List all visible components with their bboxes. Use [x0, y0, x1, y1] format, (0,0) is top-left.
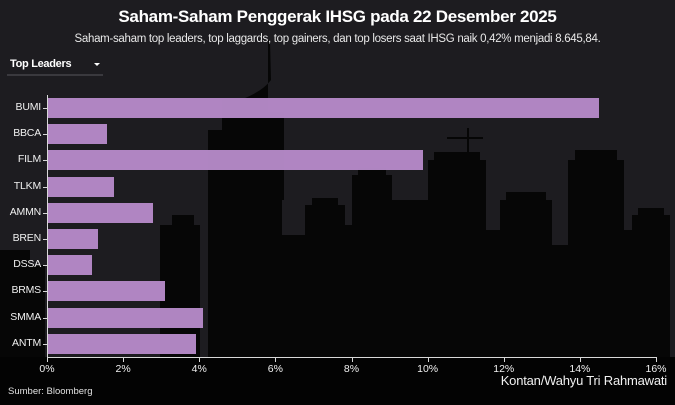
y-tick	[43, 212, 47, 214]
x-tick	[503, 358, 505, 362]
source-note: Sumber: Bloomberg	[8, 386, 93, 397]
bar-bbca[interactable]	[48, 124, 107, 145]
author-credit: Kontan/Wahyu Tri Rahmawati	[500, 373, 667, 388]
x-tick-label: 10%	[417, 363, 439, 375]
chart-subtitle: Saham-saham top leaders, top laggards, t…	[74, 33, 601, 45]
y-tick-label: DSSA	[13, 258, 41, 271]
y-tick-label: FILM	[17, 153, 41, 166]
category-dropdown[interactable]: Top Leaders	[7, 56, 103, 76]
dropdown-selected-label: Top Leaders	[10, 58, 72, 70]
y-tick	[43, 108, 47, 109]
y-tick-label: AMMN	[9, 205, 41, 218]
y-tick	[43, 160, 47, 162]
bar-chart-plot: BUMI BBCA FILM TLKM AMMN BREN DSSA BRMS SMMA ANTM…	[10, 95, 667, 375]
x-tick	[656, 358, 657, 362]
bar-film[interactable]	[48, 150, 424, 171]
x-tick	[47, 358, 48, 362]
bar-tlkm[interactable]	[48, 176, 114, 197]
y-tick	[43, 186, 47, 188]
x-tick	[123, 358, 125, 362]
x-axis	[47, 357, 657, 358]
x-tick-label: 8%	[343, 363, 360, 375]
bar-bren[interactable]	[48, 229, 98, 249]
y-tick-label: BBCA	[13, 127, 41, 140]
x-tick	[579, 358, 581, 362]
x-tick	[351, 358, 353, 362]
x-tick-label: 2%	[115, 363, 131, 375]
x-tick	[275, 358, 277, 362]
x-tick-label: 0%	[39, 363, 55, 375]
y-axis	[47, 95, 48, 357]
bar-dssa[interactable]	[48, 255, 92, 276]
x-tick	[427, 358, 429, 362]
y-tick	[43, 343, 47, 345]
y-tick-label: BREN	[12, 232, 42, 244]
y-tick	[43, 265, 47, 267]
bar-antm[interactable]	[48, 333, 196, 354]
x-tick-label: 6%	[267, 363, 283, 375]
bar-ammn[interactable]	[48, 202, 153, 223]
y-tick-label: ANTM	[12, 336, 41, 349]
y-tick	[43, 291, 47, 293]
y-tick	[43, 134, 47, 136]
y-tick-label: SMMA	[10, 310, 41, 323]
bar-bumi[interactable]	[48, 98, 599, 118]
x-tick-label: 12%	[493, 363, 515, 375]
bar-brms[interactable]	[48, 281, 165, 302]
y-tick-label: TLKM	[13, 179, 41, 192]
y-tick	[43, 317, 47, 319]
y-tick	[43, 239, 47, 240]
x-tick-label: 4%	[191, 363, 207, 375]
x-tick-label: 14%	[569, 363, 591, 375]
y-tick-label: BRMS	[11, 284, 41, 297]
x-tick	[199, 358, 201, 362]
caret-down-icon	[94, 63, 100, 66]
bar-smma[interactable]	[48, 307, 203, 328]
chart-title: Saham-Saham Penggerak IHSG pada 22 Desem…	[118, 7, 557, 26]
x-tick-label: 16%	[645, 363, 667, 375]
bottom-band	[0, 357, 675, 405]
y-tick-label: BUMI	[15, 101, 42, 113]
